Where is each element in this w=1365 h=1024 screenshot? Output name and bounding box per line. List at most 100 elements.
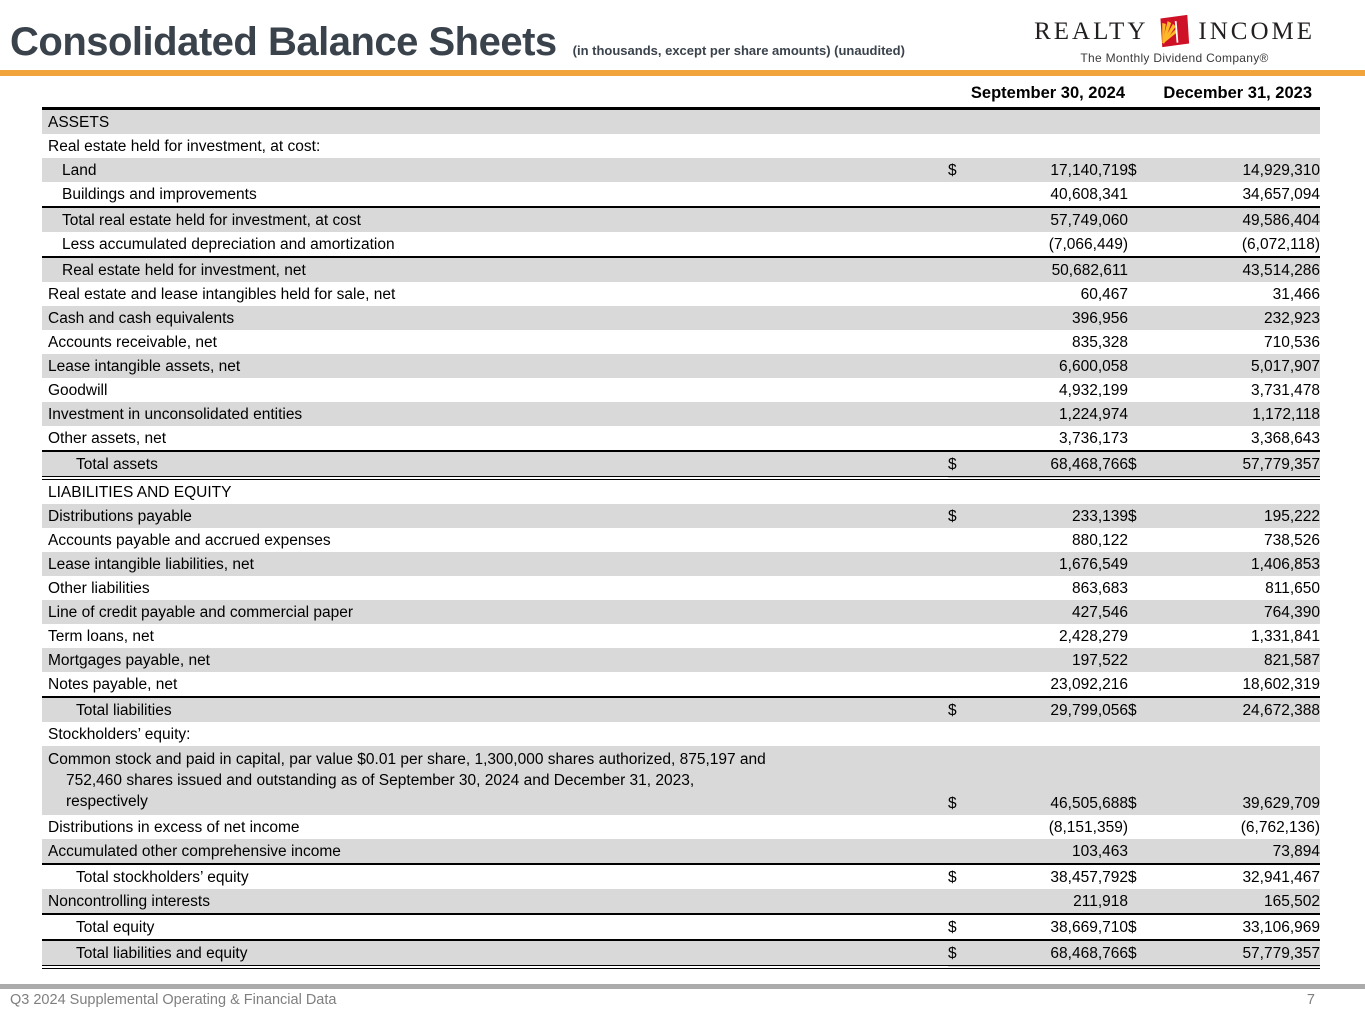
row-label-cell: Mortgages payable, net [42,648,948,672]
row-value-cell-v2: 18,602,319 [1242,675,1321,693]
table-row: Cash and cash equivalents 396,956 232,923 [42,306,1321,330]
balance-sheet-body: ASSETS Real estate held for investment, a… [42,108,1321,969]
row-label-cell: Real estate and lease intangibles held f… [48,285,396,303]
row-value-cell-v1: 211,918 [978,889,1128,914]
row-value-cell-v1: 2,428,279 [1059,627,1128,645]
row-value-cell-d1 [948,839,978,864]
table-row: Noncontrolling interests 211,918 165,502 [42,889,1321,914]
row-value-cell-d1 [948,815,978,839]
table-row: Common stock and paid in capital, par va… [42,746,1321,815]
row-value-cell-d2 [1128,206,1170,232]
row-value-cell-v2: 34,657,094 [1242,185,1321,203]
row-value-cell-v2 [1170,134,1320,158]
row-value-cell-v1: 197,522 [978,648,1128,672]
row-label-cell: Other assets, net [48,429,167,447]
row-value-cell-d2: $ [1128,696,1170,722]
row-value-cell-d2 [1128,889,1170,914]
row-label-cell: Lease intangible assets, net [42,354,948,378]
row-value-cell-d1: $ [948,863,978,889]
table-row: Mortgages payable, net 197,522 821,587 [42,648,1321,672]
row-value-cell-v2: 5,017,907 [1170,354,1321,378]
table-row: Term loans, net 2,428,279 1,331,841 [42,624,1320,648]
row-label-cell: Total equity [42,913,948,940]
table-row: Real estate and lease intangibles held f… [42,282,1320,306]
row-value-cell-v2 [1170,108,1321,134]
row-label-cell: Other liabilities [48,579,150,597]
table-row: Total liabilities and equity $68,468,766 $… [42,939,1321,969]
table-row: Less accumulated depreciation and amorti… [42,232,1320,257]
footer-document-title: Q3 2024 Supplemental Operating & Financi… [10,992,337,1008]
row-label-cell: Notes payable, net [48,675,178,693]
table-row: Accounts payable and accrued expenses 880… [42,528,1320,552]
table-row: Other liabilities 863,683 811,650 [42,576,1320,600]
table-row: ASSETS [42,108,1321,134]
row-value-cell-d1 [948,722,978,746]
table-row: Real estate held for investment, net 50,6… [42,256,1321,282]
row-value-cell-v2: 73,894 [1170,839,1321,864]
row-value-cell-d2: $ [1128,939,1170,969]
row-value-cell-v1: 880,122 [1071,531,1128,549]
row-label-cell: Accumulated other comprehensive income [42,839,948,864]
realty-income-logo: REALTY INCOME The Monthly Dividend Compa… [1034,14,1315,65]
row-value-cell-d2 [1128,815,1170,839]
row-value-cell-v2: 738,526 [1263,531,1321,549]
row-value-cell-v1: 38,457,792 [978,863,1128,889]
balance-sheet-table: September 30, 2024 December 31, 2023 ASS… [42,82,1321,969]
row-value-cell-d2 [1128,378,1170,402]
row-label-cell: Term loans, net [48,627,154,645]
row-value-cell-d1: $ [948,939,978,969]
row-value-cell-d1: $ [948,913,978,940]
row-value-cell-v1: (7,066,449) [1048,235,1128,253]
row-value-cell-d1 [948,426,978,451]
row-value-cell-v1 [978,722,1128,746]
date-header-row: September 30, 2024 December 31, 2023 [42,82,1321,110]
row-value-cell-v1: 46,505,688 [978,746,1128,815]
row-value-cell-d2 [1128,232,1170,257]
row-value-cell-v1: 427,546 [978,600,1128,624]
row-label-cell: Noncontrolling interests [42,889,948,914]
row-value-cell-v1: 50,682,611 [978,256,1128,282]
row-value-cell-d2 [1128,282,1170,306]
row-value-cell-v1: 38,669,710 [978,913,1128,940]
row-value-cell-d1 [948,330,978,354]
row-value-cell-d2: $ [1128,504,1170,528]
row-label-cell: Real estate held for investment, at cost… [48,137,321,155]
row-label-cell: Goodwill [48,381,108,399]
row-value-cell-d1 [948,478,978,504]
row-value-cell-v1: 6,600,058 [978,354,1128,378]
row-label-cell: Accounts receivable, net [48,333,217,351]
row-value-cell-d1 [948,672,978,697]
row-value-cell-d2 [1128,426,1170,451]
row-value-cell-v2: 232,923 [1170,306,1321,330]
row-value-cell-d1 [948,576,978,600]
row-value-cell-d2 [1128,576,1170,600]
row-value-cell-v1 [978,108,1128,134]
column-header-dec-2023: December 31, 2023 [1128,82,1321,110]
logo-tagline: The Monthly Dividend Company® [1080,51,1269,65]
row-value-cell-v1: 103,463 [978,839,1128,864]
row-value-cell-d2 [1128,108,1170,134]
row-value-cell-d1 [948,256,978,282]
row-value-cell-v1: 29,799,056 [978,696,1128,722]
row-value-cell-d1 [948,206,978,232]
row-value-cell-v2 [1170,722,1320,746]
row-value-cell-v2: 811,650 [1265,579,1321,597]
row-value-cell-d1 [948,282,978,306]
row-value-cell-v2: 1,172,118 [1170,402,1321,426]
row-value-cell-d2 [1128,354,1170,378]
table-row: Line of credit payable and commercial pa… [42,600,1321,624]
row-value-cell-v1 [978,478,1128,504]
row-value-cell-v2: 39,629,709 [1170,746,1321,815]
row-label-cell: Total liabilities [42,696,948,722]
page-header: Consolidated Balance Sheets (in thousand… [10,20,905,65]
table-row: Lease intangible liabilities, net 1,676,5… [42,552,1321,576]
table-row: Real estate held for investment, at cost… [42,134,1320,158]
row-value-cell-v1: 23,092,216 [1050,675,1128,693]
row-value-cell-v2: (6,762,136) [1240,818,1321,836]
table-row: LIABILITIES AND EQUITY [42,478,1320,504]
row-value-cell-v2: 710,536 [1263,333,1321,351]
table-row: Stockholders’ equity: [42,722,1320,746]
row-label-cell: Total liabilities and equity [42,939,948,969]
row-value-cell-v1: 4,932,199 [1059,381,1128,399]
table-row: Investment in unconsolidated entities 1,2… [42,402,1321,426]
